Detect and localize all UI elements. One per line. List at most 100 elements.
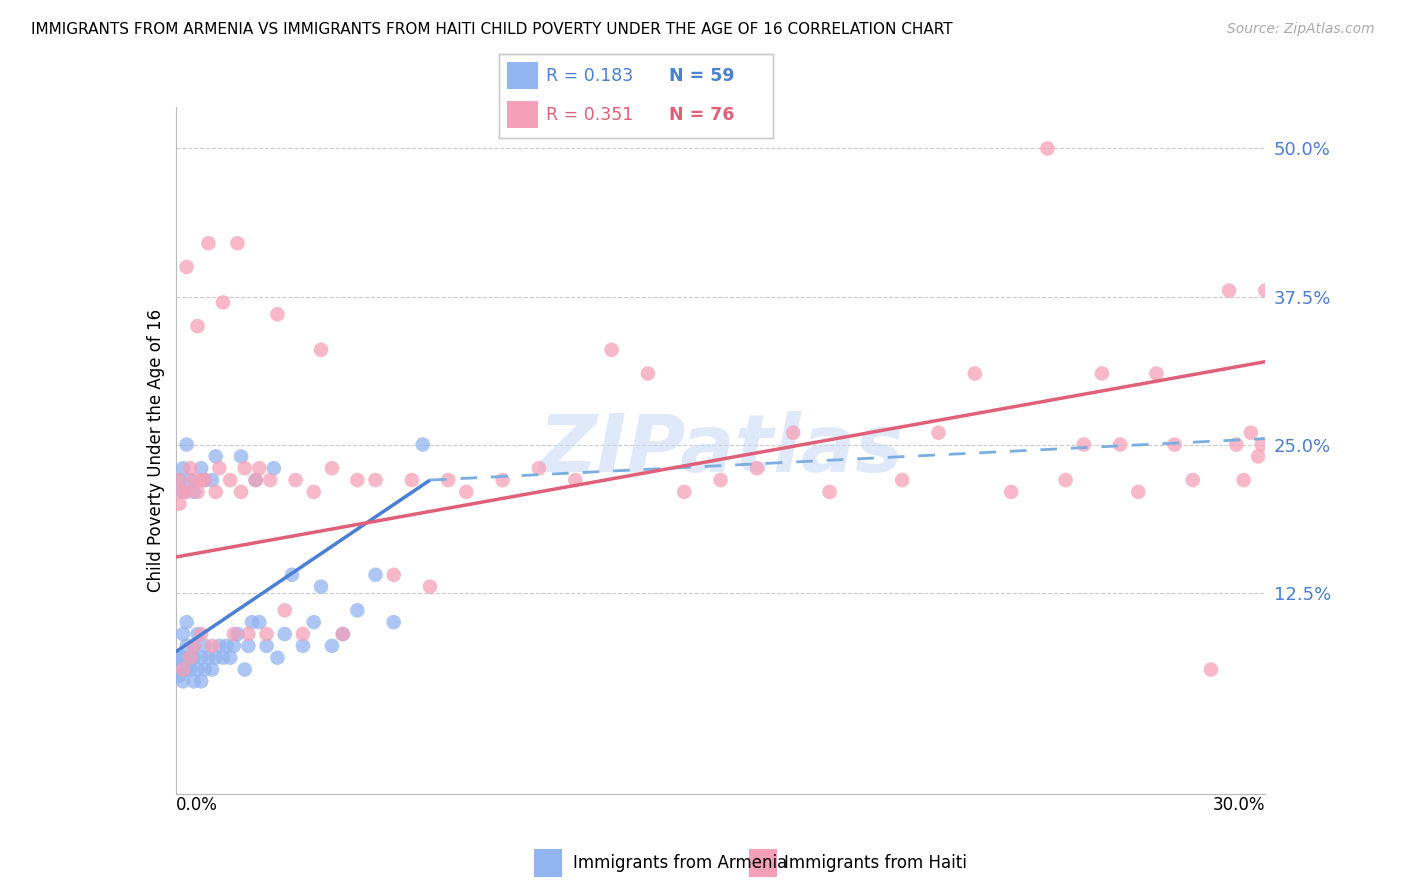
- Point: [219, 650, 242, 665]
- Point: [364, 473, 387, 487]
- Point: [172, 663, 194, 677]
- Point: [419, 580, 441, 594]
- Point: [332, 627, 354, 641]
- Point: [172, 484, 194, 499]
- Point: [176, 437, 198, 451]
- Point: [190, 674, 212, 689]
- Point: [183, 473, 205, 487]
- Point: [190, 473, 212, 487]
- Point: [1225, 437, 1247, 451]
- Point: [231, 450, 253, 464]
- Y-axis label: Child Poverty Under the Age of 16: Child Poverty Under the Age of 16: [146, 309, 165, 592]
- Text: IMMIGRANTS FROM ARMENIA VS IMMIGRANTS FROM HAITI CHILD POVERTY UNDER THE AGE OF : IMMIGRANTS FROM ARMENIA VS IMMIGRANTS FR…: [31, 22, 952, 37]
- Point: [222, 627, 245, 641]
- Point: [309, 580, 332, 594]
- Point: [186, 663, 209, 677]
- Point: [492, 473, 515, 487]
- Point: [364, 567, 387, 582]
- Point: [1247, 450, 1270, 464]
- Point: [186, 627, 209, 641]
- Point: [1250, 437, 1272, 451]
- Point: [281, 567, 304, 582]
- Point: [201, 639, 224, 653]
- Point: [186, 319, 209, 334]
- Point: [197, 236, 219, 251]
- Point: [194, 473, 217, 487]
- Point: [179, 650, 201, 665]
- Bar: [748, 849, 776, 877]
- Point: [183, 484, 205, 499]
- Point: [176, 615, 198, 630]
- Point: [179, 461, 201, 475]
- Text: 30.0%: 30.0%: [1213, 797, 1265, 814]
- Text: N = 76: N = 76: [669, 105, 734, 123]
- Point: [321, 639, 343, 653]
- Point: [527, 461, 550, 475]
- Point: [194, 639, 217, 653]
- Bar: [534, 849, 562, 877]
- Point: [818, 484, 841, 499]
- Point: [321, 461, 343, 475]
- Point: [263, 461, 285, 475]
- Point: [172, 461, 194, 475]
- Point: [291, 639, 314, 653]
- Point: [291, 627, 314, 641]
- Point: [245, 473, 267, 487]
- Point: [179, 650, 201, 665]
- Point: [247, 615, 270, 630]
- Point: [782, 425, 804, 440]
- Point: [302, 615, 325, 630]
- Point: [204, 484, 226, 499]
- Text: 0.0%: 0.0%: [176, 797, 218, 814]
- Point: [1240, 425, 1263, 440]
- Point: [183, 639, 205, 653]
- Point: [176, 639, 198, 653]
- Point: [1181, 473, 1204, 487]
- Point: [1109, 437, 1132, 451]
- Point: [600, 343, 623, 357]
- Point: [172, 674, 194, 689]
- Point: [1232, 473, 1256, 487]
- Point: [256, 627, 278, 641]
- Point: [1146, 367, 1168, 381]
- Point: [190, 627, 212, 641]
- Point: [456, 484, 478, 499]
- Text: N = 59: N = 59: [669, 67, 734, 85]
- Point: [745, 461, 768, 475]
- Point: [240, 615, 263, 630]
- Point: [382, 567, 405, 582]
- Point: [1254, 284, 1277, 298]
- Text: Immigrants from Armenia: Immigrants from Armenia: [574, 854, 787, 872]
- Point: [274, 603, 297, 617]
- Point: [190, 461, 212, 475]
- Point: [194, 473, 217, 487]
- Point: [169, 663, 191, 677]
- Text: R = 0.351: R = 0.351: [546, 105, 633, 123]
- Point: [183, 639, 205, 653]
- Point: [302, 484, 325, 499]
- Point: [183, 650, 205, 665]
- Point: [179, 473, 201, 487]
- Text: Source: ZipAtlas.com: Source: ZipAtlas.com: [1227, 22, 1375, 37]
- Point: [247, 461, 270, 475]
- Point: [169, 668, 191, 682]
- Point: [963, 367, 986, 381]
- Point: [222, 639, 245, 653]
- Point: [212, 295, 235, 310]
- Point: [186, 484, 209, 499]
- Point: [891, 473, 914, 487]
- Text: R = 0.183: R = 0.183: [546, 67, 633, 85]
- Bar: [508, 101, 537, 128]
- Point: [208, 639, 231, 653]
- Point: [233, 461, 256, 475]
- Point: [226, 627, 249, 641]
- Point: [710, 473, 733, 487]
- Point: [256, 639, 278, 653]
- Point: [1128, 484, 1150, 499]
- Point: [1218, 284, 1240, 298]
- Point: [564, 473, 586, 487]
- Point: [1054, 473, 1077, 487]
- Point: [176, 663, 198, 677]
- Point: [284, 473, 307, 487]
- Point: [172, 650, 194, 665]
